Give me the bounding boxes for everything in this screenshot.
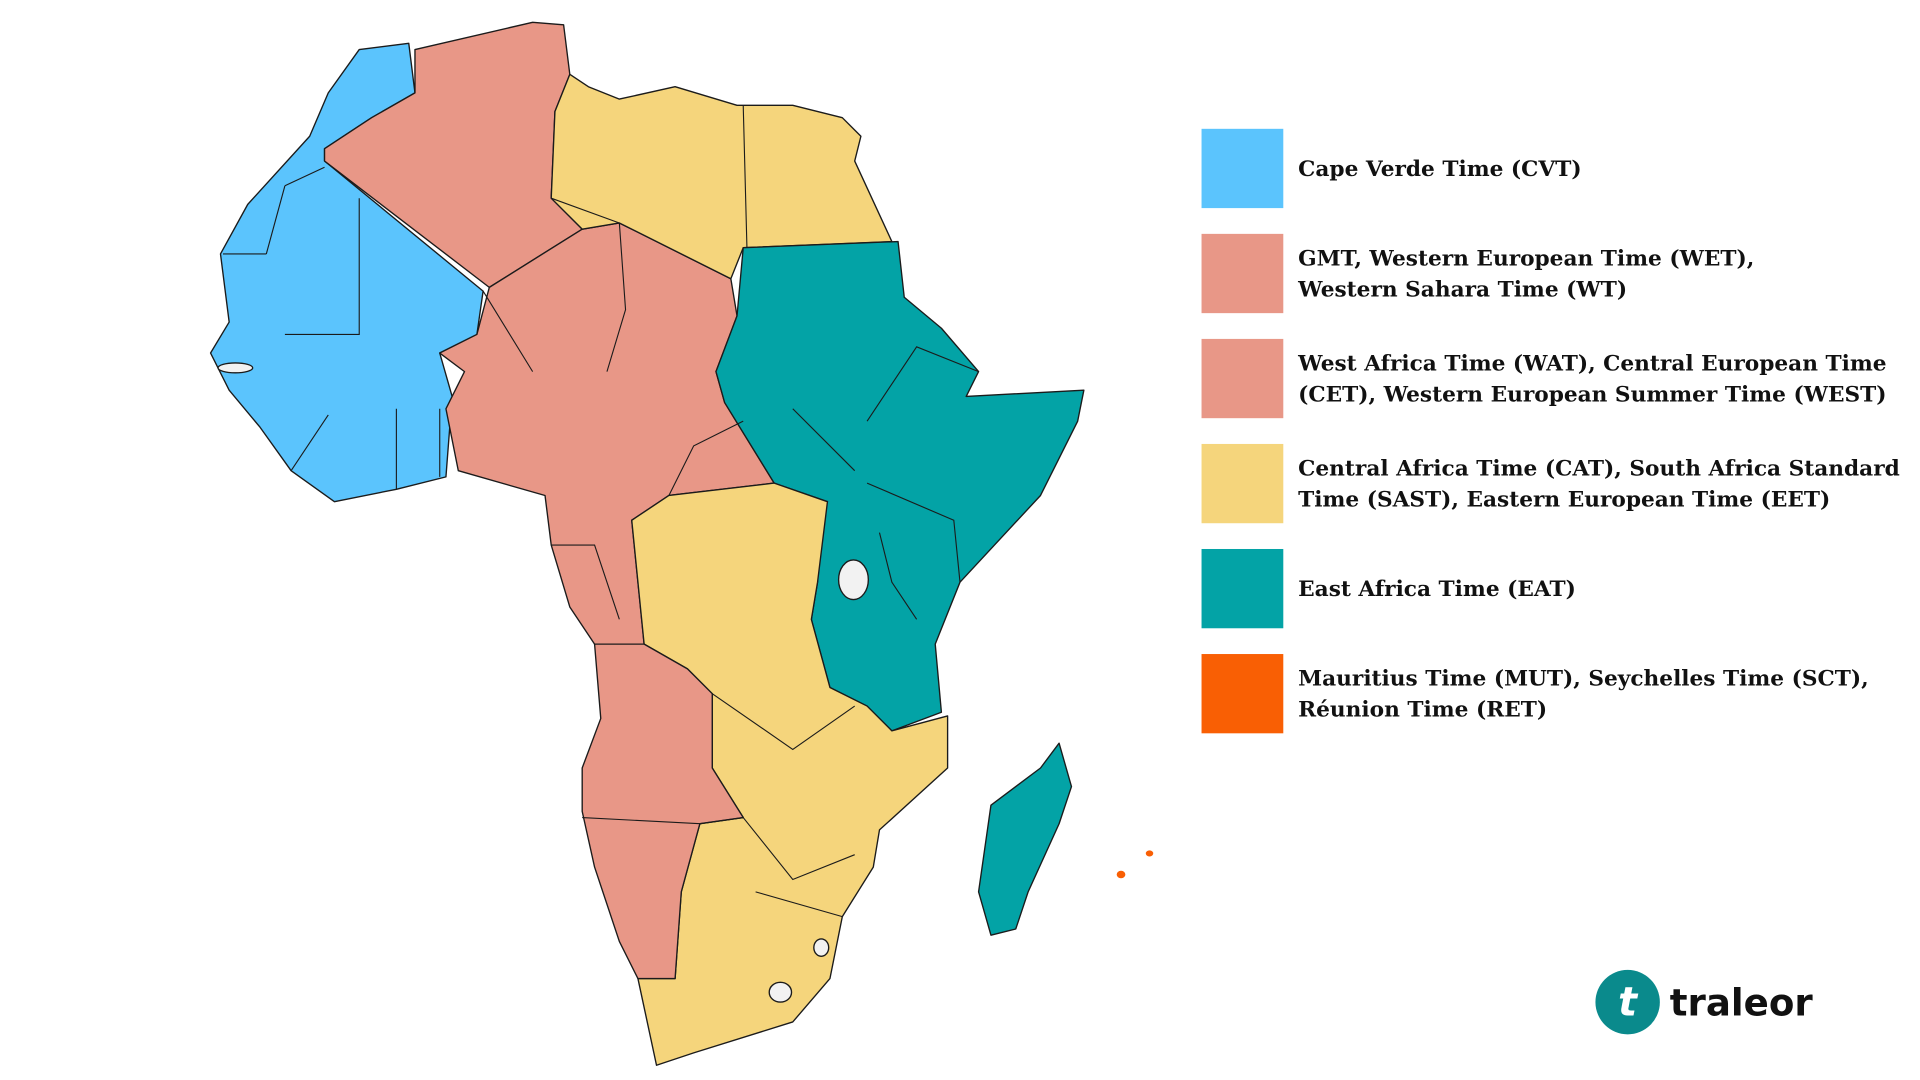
legend: Cape Verde Time (CVT) GMT, Western Europe… — [1201, 128, 1900, 734]
legend-swatch — [1201, 233, 1284, 314]
legend-swatch — [1201, 548, 1284, 629]
legend-label: (CET), Western European Summer Time (WES… — [1298, 382, 1886, 407]
africa-map — [209, 21, 1154, 1066]
lake-victoria — [837, 559, 870, 601]
legend-label: Réunion Time (RET) — [1298, 698, 1547, 723]
legend-label: Time (SAST), Eastern European Time (EET) — [1298, 488, 1830, 513]
mauritius — [1145, 850, 1154, 857]
legend-label: Western Sahara Time (WT) — [1297, 277, 1627, 302]
legend-swatch — [1201, 443, 1284, 524]
brand-logo: t traleor — [1595, 969, 1814, 1035]
legend-label: Cape Verde Time (CVT) — [1298, 157, 1581, 182]
country-borders — [222, 105, 979, 918]
legend-swatch — [1201, 338, 1284, 419]
legend-label: East Africa Time (EAT) — [1298, 577, 1576, 602]
gambia — [217, 362, 254, 374]
region-eet-north — [550, 73, 893, 280]
legend-label: West Africa Time (WAT), Central European… — [1297, 351, 1886, 376]
eswatini — [813, 938, 830, 957]
region-eat — [715, 240, 1085, 732]
brand-name: traleor — [1670, 982, 1814, 1025]
legend-swatch — [1201, 654, 1284, 734]
madagascar — [977, 742, 1073, 936]
reunion — [1116, 870, 1126, 879]
region-wat-south — [581, 643, 744, 980]
legend-label: Central Africa Time (CAT), South Africa … — [1298, 457, 1900, 482]
legend-label: Mauritius Time (MUT), Seychelles Time (S… — [1298, 667, 1869, 692]
legend-swatch — [1201, 128, 1284, 209]
brand-icon: t — [1618, 980, 1639, 1026]
brand-icon-circle — [1595, 969, 1660, 1035]
lesotho — [768, 981, 793, 1003]
legend-label: GMT, Western European Time (WET), — [1298, 246, 1754, 271]
